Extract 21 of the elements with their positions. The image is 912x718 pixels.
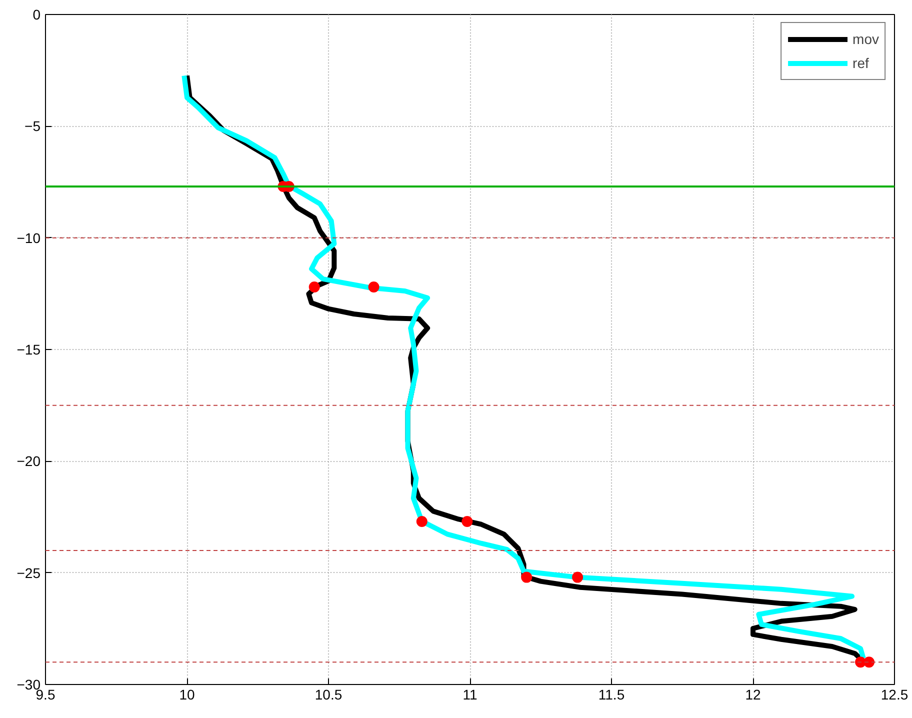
y-tick-label: −10 [16, 230, 41, 246]
y-tick-label: 0 [32, 6, 41, 22]
point [572, 572, 584, 583]
legend-label: ref [852, 55, 870, 71]
x-tick-label: 12 [745, 686, 761, 702]
point [462, 516, 473, 527]
y-tick-label: −20 [16, 453, 41, 470]
point [416, 516, 428, 527]
point [864, 656, 875, 668]
x-tick-label: 11 [462, 686, 478, 702]
x-tick-label: 10 [179, 686, 195, 702]
legend-label: mov [852, 31, 879, 47]
point [368, 281, 380, 292]
point [308, 281, 320, 292]
x-tick-label: 12.5 [880, 686, 908, 702]
x-tick-label: 10.5 [314, 686, 342, 702]
x-tick-label: 11.5 [598, 686, 625, 702]
y-tick-label: −25 [16, 564, 41, 581]
y-tick-label: −15 [16, 342, 41, 358]
y-tick-label: −5 [24, 118, 41, 134]
point [521, 572, 532, 583]
